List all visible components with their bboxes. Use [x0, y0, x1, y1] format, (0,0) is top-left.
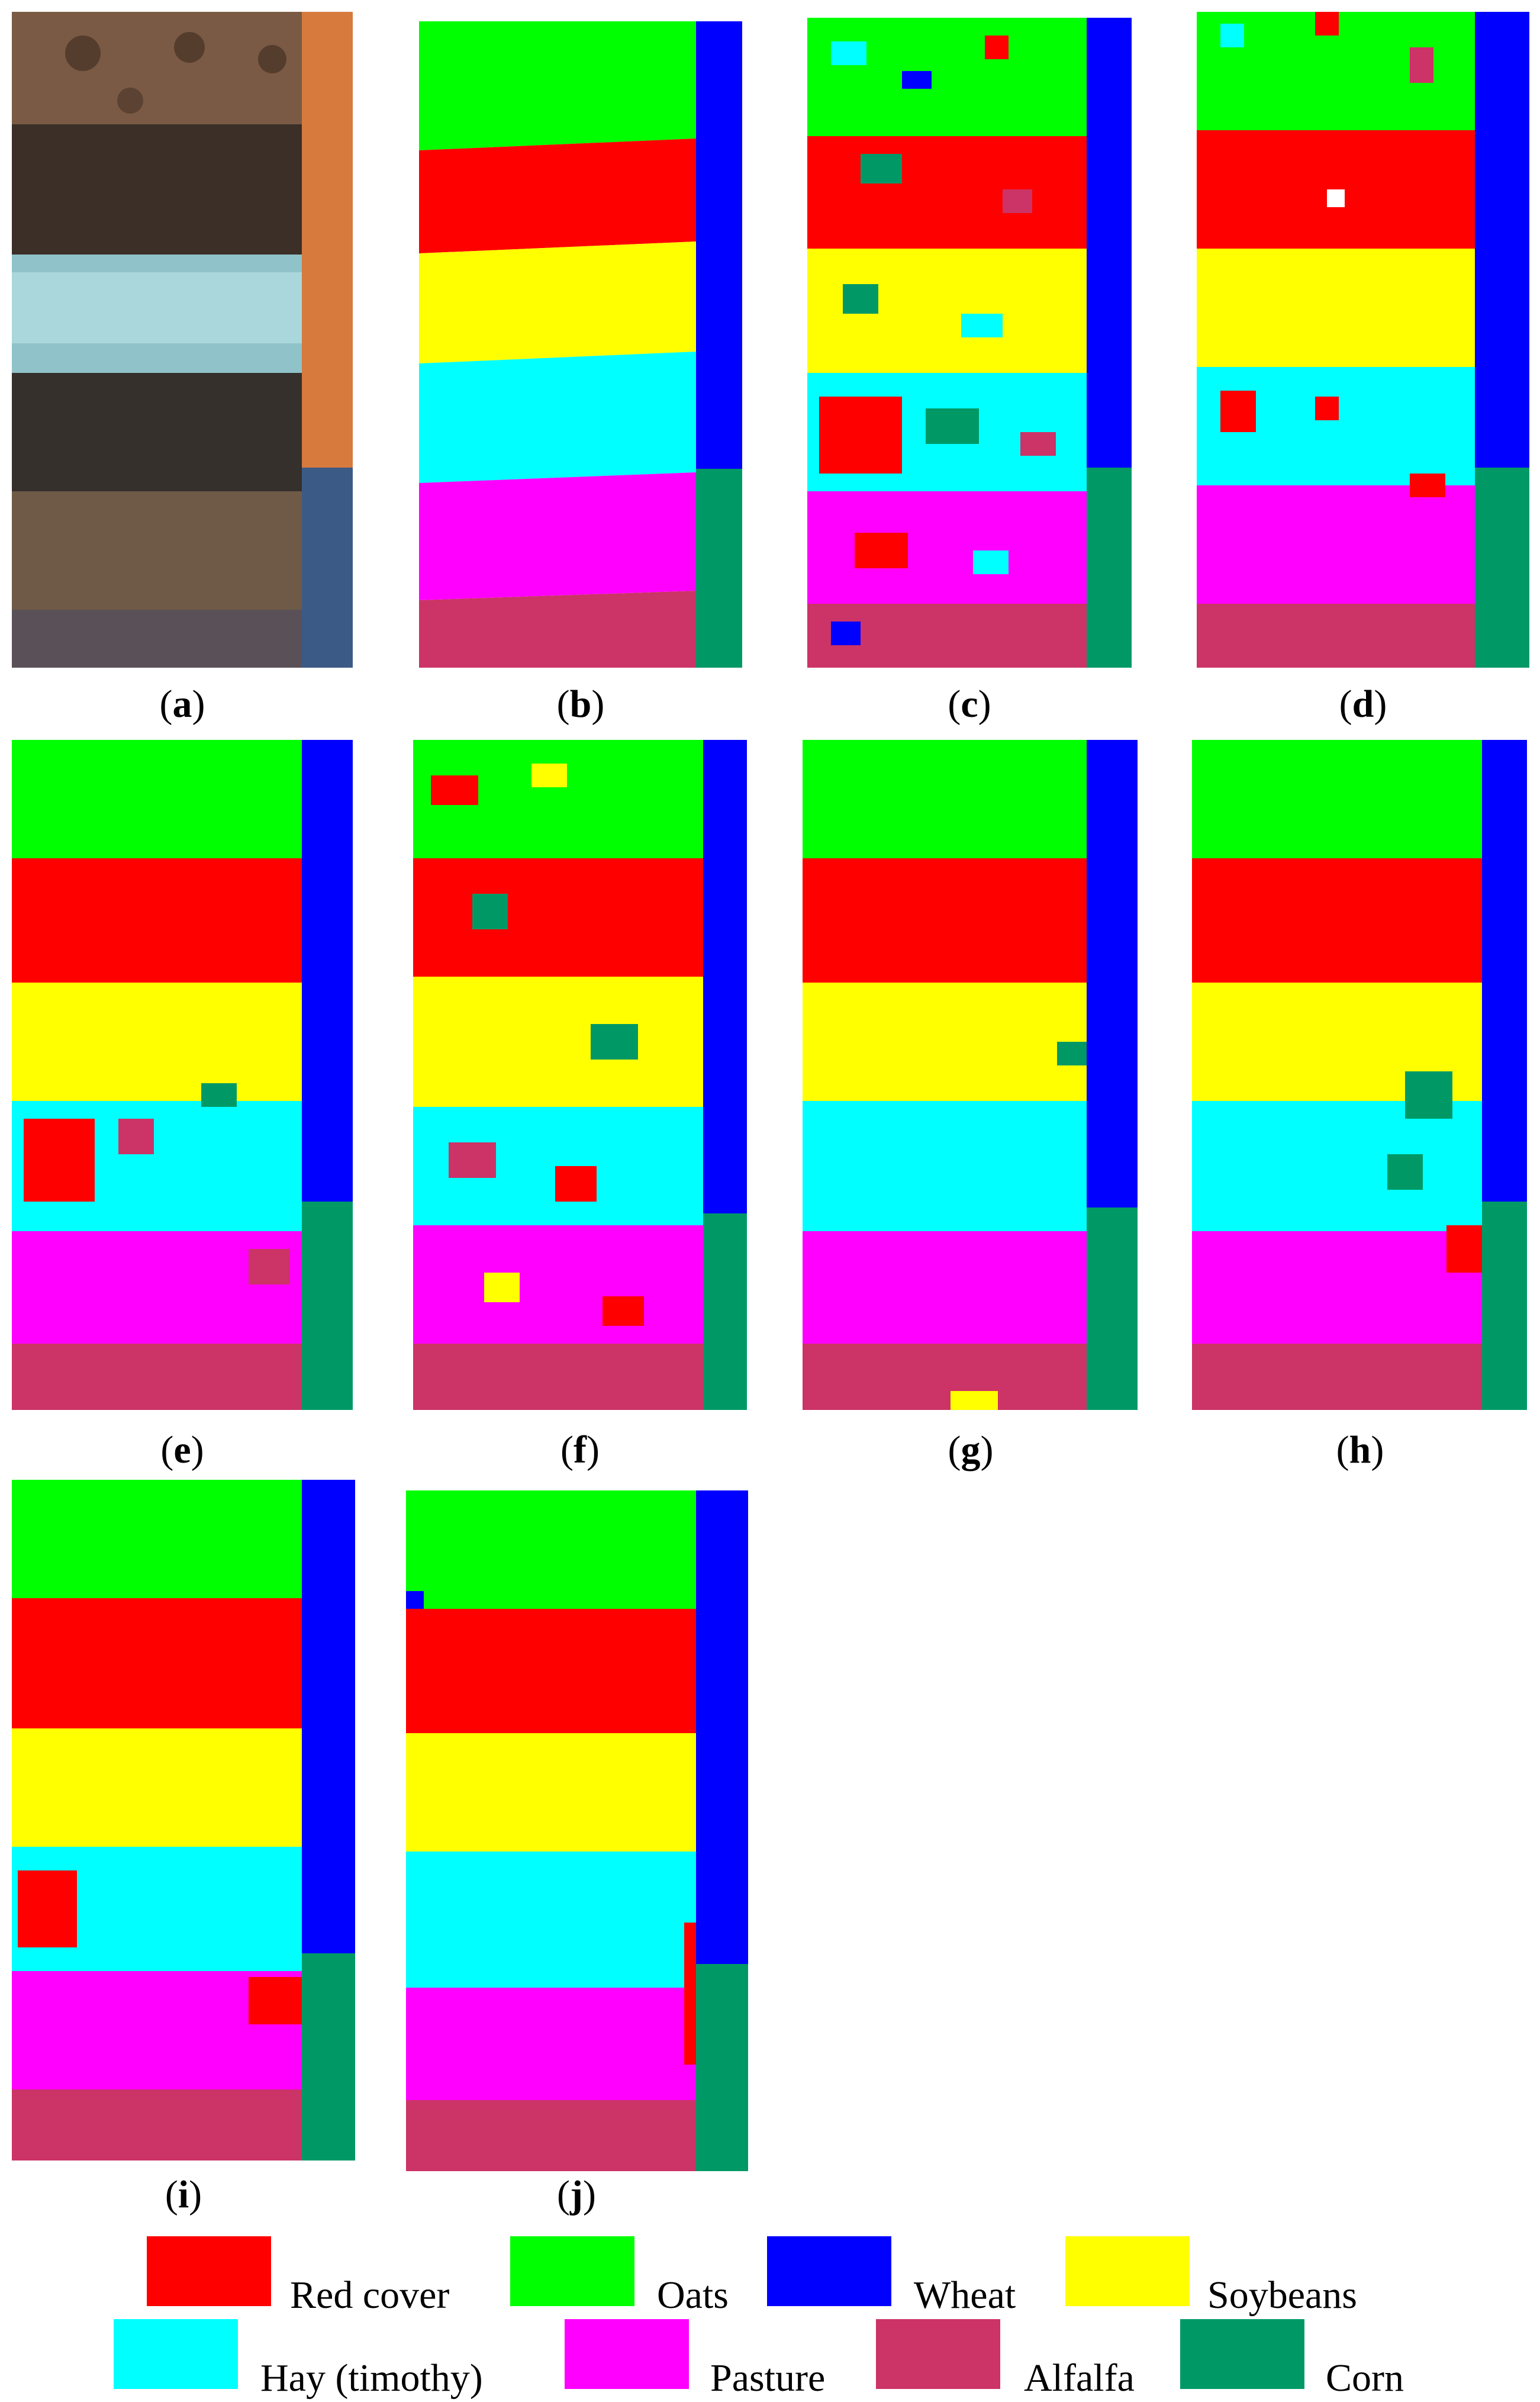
caption-g: (g) — [948, 1428, 994, 1472]
legend-swatch-oats — [510, 2236, 634, 2306]
panel-g-classification-map — [803, 740, 1138, 1410]
legend-label-soybeans: Soybeans — [1207, 2274, 1357, 2317]
caption-d: (d) — [1339, 682, 1387, 726]
legend-swatch-red-cover — [147, 2236, 271, 2306]
legend-swatch-hay-timothy — [114, 2319, 238, 2389]
panel-f-classification-map — [413, 740, 747, 1410]
legend-swatch-pasture — [565, 2319, 689, 2389]
legend-label-oats: Oats — [657, 2274, 729, 2317]
panel-h-classification-map — [1192, 740, 1527, 1410]
panel-c-classification-map — [807, 18, 1132, 668]
legend-label-red-cover: Red cover — [290, 2274, 450, 2317]
caption-e: (e) — [160, 1428, 204, 1472]
caption-h: (h) — [1336, 1428, 1384, 1472]
caption-a: (a) — [159, 682, 205, 726]
legend-label-corn: Corn — [1326, 2356, 1404, 2400]
panel-j-classification-map — [406, 1490, 748, 2171]
caption-j: (j) — [557, 2173, 596, 2216]
caption-i: (i) — [165, 2173, 202, 2216]
panel-e-classification-map — [12, 740, 353, 1410]
noise-speckles — [819, 36, 1056, 645]
legend-label-alfalfa: Alfalfa — [1024, 2356, 1135, 2400]
legend-label-pasture: Pasture — [710, 2356, 826, 2400]
caption-c: (c) — [948, 682, 991, 726]
panel-i-classification-map — [12, 1480, 355, 2160]
legend-swatch-wheat — [767, 2236, 891, 2306]
legend-label-hay-timothy: Hay (timothy) — [260, 2356, 483, 2400]
legend-swatch-alfalfa — [876, 2319, 1000, 2389]
legend-label-wheat: Wheat — [914, 2274, 1016, 2317]
panel-b-ground-truth — [419, 21, 742, 668]
caption-f: (f) — [560, 1428, 600, 1472]
legend-swatch-soybeans — [1065, 2236, 1190, 2306]
caption-b: (b) — [556, 682, 605, 726]
panel-d-classification-map — [1197, 12, 1529, 668]
legend-swatch-corn — [1180, 2319, 1304, 2389]
panel-a-rgb-image — [12, 12, 353, 668]
